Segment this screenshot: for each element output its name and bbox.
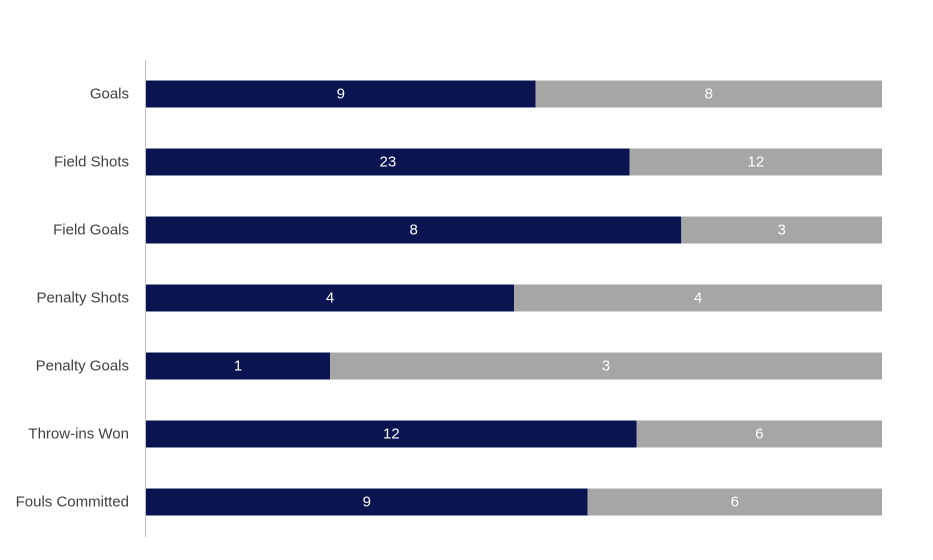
bar-segment-1-2 [146,148,630,176]
value-labels-group: 9 8 23 12 8 3 4 4 1 3 12 6 9 6 [234,86,786,511]
bar-segment-1-7 [146,488,588,516]
data-label-2-6: 6 [755,426,763,443]
bar-segment-1-5 [146,352,330,380]
bar-segment-2-1 [535,80,882,108]
data-label-1-3: 8 [409,222,417,239]
bar-segment-2-2 [629,148,882,176]
data-label-1-6: 12 [383,426,400,443]
category-label-3: Field Goals [53,222,129,239]
data-label-2-4: 4 [694,290,702,307]
category-label-7: Fouls Committed [16,494,129,511]
data-label-2-1: 8 [705,86,713,103]
data-label-1-1: 9 [337,86,345,103]
data-label-1-5: 1 [234,358,242,375]
category-label-6: Throw-ins Won [28,426,129,443]
bar-segment-2-7 [587,488,882,516]
data-label-2-2: 12 [747,154,764,171]
category-label-4: Penalty Shots [36,290,129,307]
category-label-5: Penalty Goals [36,358,129,375]
bar-segment-1-1 [146,80,536,108]
bar-segment-1-4 [146,284,514,312]
data-label-2-7: 6 [731,494,739,511]
data-label-1-7: 9 [363,494,371,511]
bar-segment-2-5 [330,352,882,380]
data-label-1-4: 4 [326,290,334,307]
category-labels-group: Goals Field Shots Field Goals Penalty Shots… [16,86,129,511]
bars-group [146,80,882,516]
data-label-2-3: 3 [777,222,785,239]
bar-segment-1-6 [146,420,637,448]
bar-segment-1-3 [146,216,682,244]
bar-segment-2-3 [681,216,882,244]
category-label-2: Field Shots [54,154,129,171]
bar-segment-2-6 [636,420,882,448]
bar-segment-2-4 [514,284,882,312]
category-label-1: Goals [90,86,129,103]
data-label-1-2: 23 [379,154,396,171]
data-label-2-5: 3 [602,358,610,375]
